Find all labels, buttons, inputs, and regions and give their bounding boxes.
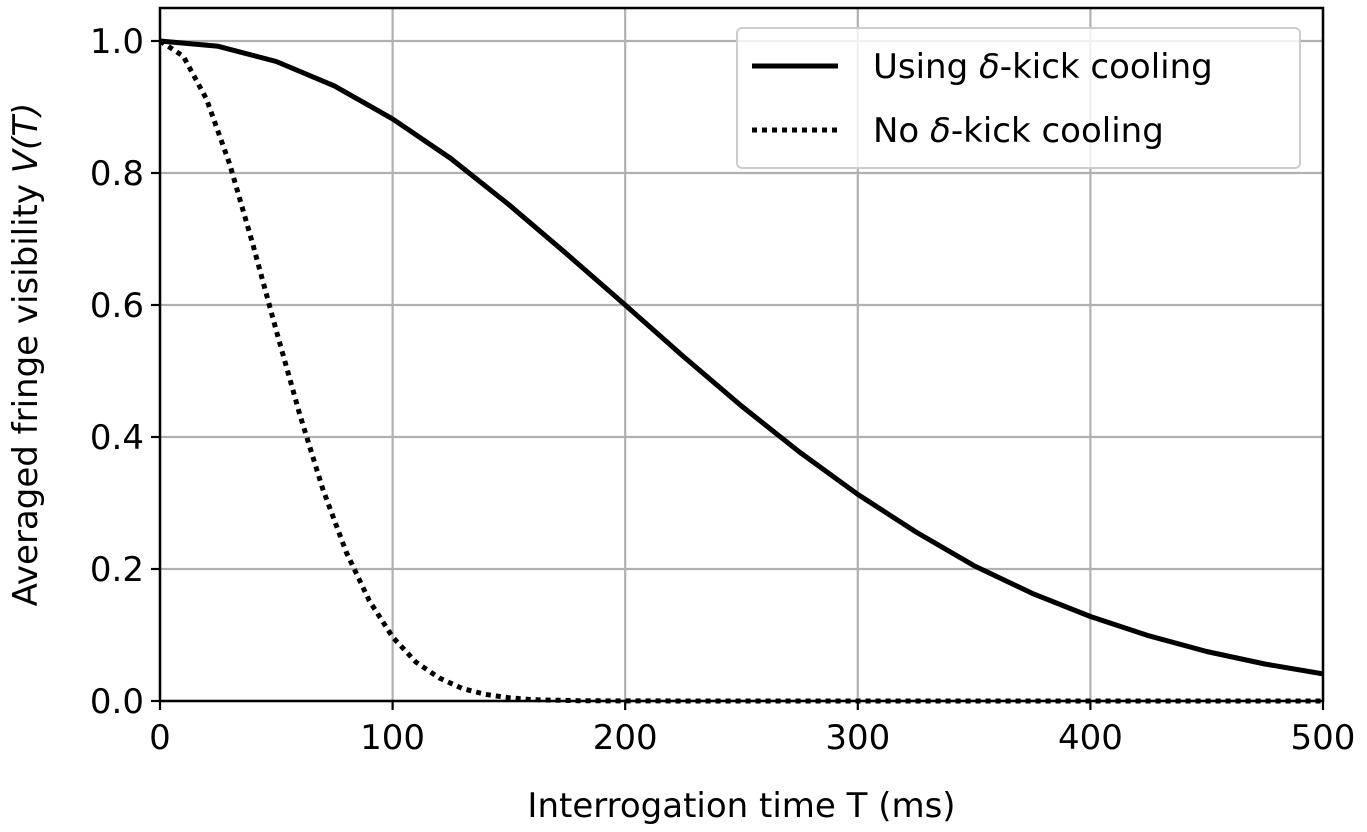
y-axis-title-math: V(T)	[6, 103, 46, 174]
legend-label-no-prefix: No	[873, 111, 930, 151]
x-tick-label: 100	[360, 718, 425, 758]
axis-ticks: 0 100 200 300 400 500 0.0 0.2 0.4 0.6 0.8 1.0	[90, 22, 1356, 758]
legend-label-no-symbol: δ	[930, 111, 951, 151]
y-tick-label: 0.8	[90, 154, 144, 194]
y-tick-label: 0.0	[90, 682, 144, 722]
y-tick-label: 0.2	[90, 550, 144, 590]
x-tick-label: 400	[1058, 718, 1123, 758]
y-tick-label: 1.0	[90, 22, 144, 62]
y-axis-title: Averaged fringe visibility V(T)	[6, 103, 46, 607]
x-tick-label: 300	[825, 718, 890, 758]
y-tick-label: 0.4	[90, 418, 144, 458]
y-tick-label: 0.6	[90, 286, 144, 326]
series-line-using-cooling	[159, 38, 1324, 677]
x-axis-title: Interrogation time T (ms)	[527, 786, 955, 826]
x-tick-label: 200	[593, 718, 658, 758]
legend-label-using-suffix: -kick cooling	[1000, 47, 1213, 87]
legend-label-no-cooling: No δ-kick cooling	[873, 111, 1164, 151]
x-tick-label: 0	[149, 718, 171, 758]
legend-label-using-cooling: Using δ-kick cooling	[873, 47, 1213, 87]
legend-label-using-symbol: δ	[979, 47, 1000, 87]
plot-frame	[158, 6, 1325, 703]
y-axis-title-main: Averaged fringe visibility	[6, 173, 46, 606]
legend: Using δ-kick cooling No δ-kick cooling	[736, 27, 1301, 169]
legend-label-using-prefix: Using	[873, 47, 979, 87]
legend-box	[736, 27, 1301, 169]
x-tick-label: 500	[1291, 718, 1356, 758]
legend-label-no-suffix: -kick cooling	[951, 111, 1164, 151]
